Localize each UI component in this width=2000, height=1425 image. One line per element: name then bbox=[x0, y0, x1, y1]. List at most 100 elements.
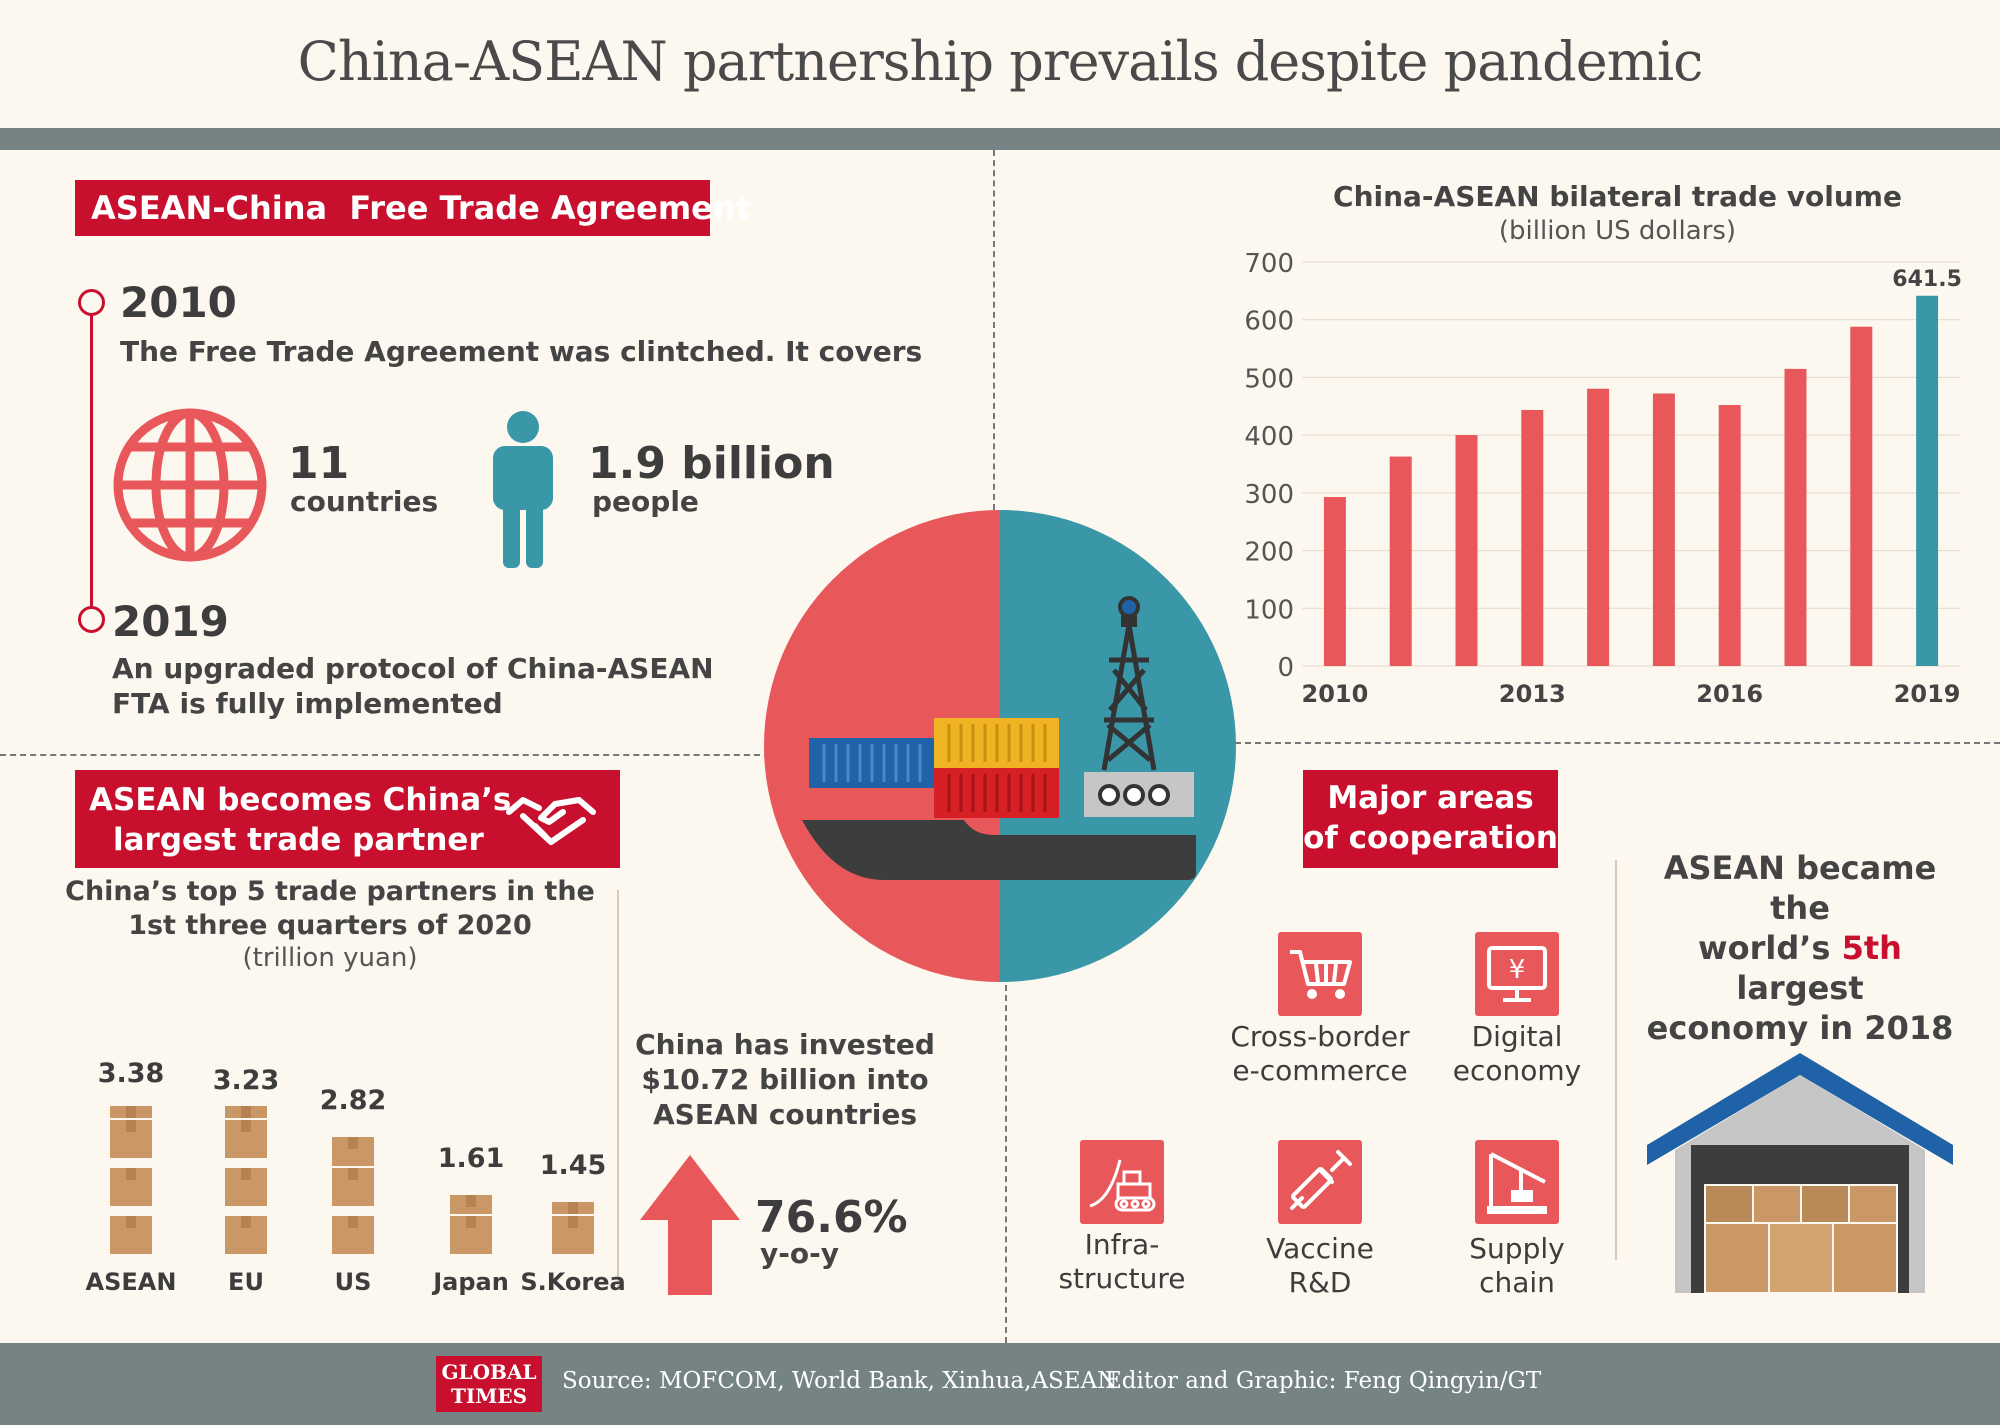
cargo-box bbox=[110, 1168, 152, 1208]
investment-growth: 76.6% bbox=[755, 1192, 908, 1243]
logo-line1: GLOBAL bbox=[441, 1360, 537, 1384]
timeline-line bbox=[90, 313, 93, 606]
footer-editor: Editor and Graphic: Feng Qingyin/GT bbox=[1105, 1368, 1542, 1394]
fta-desc-2019-line1: An upgraded protocol of China-ASEAN bbox=[112, 652, 714, 685]
partner-subtitle-line2: 1st three quarters of 2020 bbox=[128, 910, 532, 941]
partner-name-label: ASEAN bbox=[85, 1268, 177, 1296]
trade-bar bbox=[1323, 497, 1346, 666]
trade-chart-title: China-ASEAN bilateral trade volume bbox=[1333, 180, 1902, 213]
economy-line1: ASEAN became the bbox=[1663, 849, 1937, 927]
trade-bar bbox=[1850, 326, 1873, 666]
vertical-divider-bottom bbox=[1005, 985, 1007, 1343]
partner-subtitle-line1: China’s top 5 trade partners in the bbox=[65, 876, 595, 907]
cargo-box-partial bbox=[552, 1202, 594, 1216]
y-tick-label: 0 bbox=[1277, 653, 1294, 683]
cargo-box bbox=[110, 1120, 152, 1160]
trade-bar bbox=[1521, 409, 1544, 666]
ship-circle-illustration bbox=[764, 510, 1236, 986]
countries-value: 11 bbox=[288, 438, 350, 489]
timeline-dot-2010 bbox=[78, 289, 105, 316]
cooperation-heading-line2: of cooperation bbox=[1303, 820, 1558, 856]
bulldozer-icon bbox=[1080, 1140, 1164, 1224]
fta-heading: ASEAN-China Free Trade Agreement bbox=[75, 180, 751, 236]
cargo-box-partial bbox=[225, 1106, 267, 1120]
coop-label-vaccine: Vaccine R&D bbox=[1266, 1232, 1374, 1299]
y-tick-label: 300 bbox=[1244, 480, 1294, 510]
yuan-monitor-icon: ¥ bbox=[1475, 932, 1559, 1016]
trade-partners-chart: 3.38 ASEAN 3.23 EU 2.82 US 1.61 Japan 1.45 S.Kore… bbox=[60, 990, 626, 1310]
page-title: China-ASEAN partnership prevails despite… bbox=[297, 30, 1704, 93]
economy-line2: world’s 5th largest bbox=[1630, 928, 1970, 1008]
investment-line1: China has invested bbox=[635, 1028, 935, 1061]
y-tick-label: 400 bbox=[1244, 422, 1294, 452]
footer-source: Source: MOFCOM, World Bank, Xinhua,ASEAN bbox=[562, 1368, 1118, 1394]
logo-line2: TIMES bbox=[450, 1384, 528, 1408]
partner-unit: (trillion yuan) bbox=[242, 943, 418, 973]
trade-bar bbox=[1652, 393, 1675, 666]
cargo-box bbox=[225, 1168, 267, 1208]
investment-growth-label: y-o-y bbox=[760, 1237, 839, 1270]
trade-volume-chart: 0 100 200 300 400 500 600 700 2010 2013 2016 2019 64… bbox=[1244, 249, 1962, 708]
partner-name-label: US bbox=[334, 1268, 372, 1296]
syringe-icon bbox=[1278, 1140, 1362, 1224]
cargo-box bbox=[332, 1216, 374, 1256]
economy-line2-post: largest bbox=[1736, 969, 1864, 1007]
x-tick-label: 2016 bbox=[1696, 680, 1763, 708]
people-value: 1.9 billion bbox=[588, 438, 835, 489]
globe-icon bbox=[110, 405, 270, 569]
partner-heading-line2: largest trade partner bbox=[113, 822, 484, 858]
y-tick-label: 500 bbox=[1244, 364, 1294, 394]
economy-line3: economy in 2018 bbox=[1646, 1009, 1954, 1047]
person-icon bbox=[488, 410, 558, 574]
y-tick-label: 600 bbox=[1244, 307, 1294, 337]
cooperation-heading-line1: Major areas bbox=[1327, 780, 1534, 816]
cargo-box bbox=[552, 1216, 594, 1256]
divider-economy bbox=[1615, 860, 1617, 1260]
economy-rank-highlight: 5th bbox=[1841, 929, 1902, 967]
year-2019: 2019 bbox=[112, 597, 229, 646]
divider-partner bbox=[617, 890, 619, 1290]
cargo-box bbox=[332, 1168, 374, 1208]
investment-line3: ASEAN countries bbox=[653, 1098, 917, 1131]
shopping-cart-icon bbox=[1278, 932, 1362, 1016]
trade-bar bbox=[1587, 388, 1610, 666]
trade-chart-subtitle: (billion US dollars) bbox=[1498, 216, 1737, 246]
cargo-box-partial bbox=[450, 1194, 492, 1216]
people-label: people bbox=[592, 485, 699, 518]
up-arrow-icon bbox=[640, 1155, 740, 1299]
coop-label-supply: Supply chain bbox=[1469, 1232, 1565, 1299]
partner-name-label: Japan bbox=[433, 1268, 509, 1296]
data-label: 641.5 bbox=[1892, 267, 1962, 292]
partner-value-label: 3.23 bbox=[212, 1064, 280, 1096]
investment-line2: $10.72 billion into bbox=[641, 1063, 929, 1096]
global-times-logo: GLOBAL TIMES bbox=[436, 1356, 542, 1412]
trade-bar bbox=[1916, 295, 1939, 666]
horizontal-divider-right bbox=[1235, 742, 2000, 744]
partner-name-label: EU bbox=[228, 1268, 264, 1296]
partner-value-label: 2.82 bbox=[319, 1084, 387, 1116]
x-tick-label: 2019 bbox=[1894, 680, 1961, 708]
y-tick-label: 200 bbox=[1244, 538, 1294, 568]
top-divider-bar bbox=[0, 128, 2000, 150]
cargo-box bbox=[450, 1216, 492, 1256]
svg-text:¥: ¥ bbox=[1509, 955, 1526, 985]
partner-value-label: 3.38 bbox=[97, 1057, 165, 1089]
cargo-box-partial bbox=[332, 1136, 374, 1168]
coop-label-ecommerce: Cross-border e-commerce bbox=[1230, 1020, 1410, 1087]
crane-icon bbox=[1475, 1140, 1559, 1224]
economy-line2-pre: world’s bbox=[1698, 929, 1842, 967]
trade-bar bbox=[1455, 435, 1478, 666]
cargo-box bbox=[225, 1120, 267, 1160]
handshake-icon bbox=[505, 790, 597, 860]
coop-label-infrastructure: Infra- structure bbox=[1058, 1228, 1186, 1295]
partner-value-label: 1.61 bbox=[437, 1142, 505, 1174]
cooperation-heading: Major areas of cooperation bbox=[1303, 770, 1558, 868]
partner-value-label: 1.45 bbox=[539, 1150, 607, 1182]
countries-label: countries bbox=[290, 485, 439, 518]
footer-bar bbox=[0, 1343, 2000, 1425]
x-tick-label: 2010 bbox=[1302, 680, 1369, 708]
coop-label-digital: Digital economy bbox=[1452, 1020, 1582, 1087]
cargo-box bbox=[225, 1216, 267, 1256]
vertical-divider-top bbox=[993, 150, 995, 510]
partner-name-label: S.Korea bbox=[520, 1268, 626, 1296]
